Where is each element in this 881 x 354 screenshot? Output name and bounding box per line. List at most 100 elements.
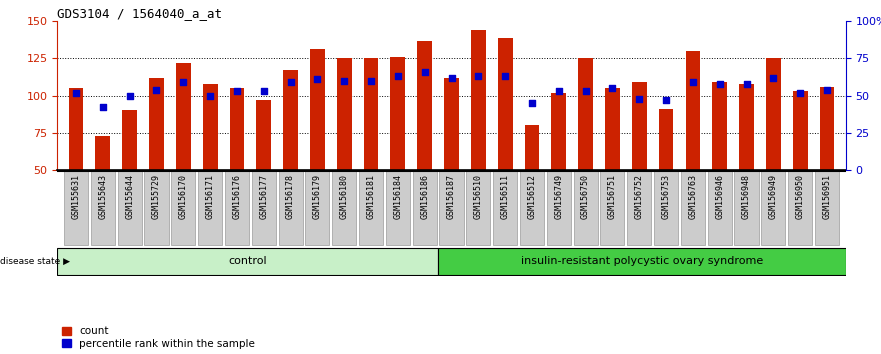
Point <box>471 73 485 79</box>
FancyBboxPatch shape <box>735 171 759 245</box>
Point <box>122 93 137 98</box>
Text: GSM156180: GSM156180 <box>340 174 349 219</box>
Point <box>659 97 673 103</box>
Bar <box>793 91 808 170</box>
Text: GSM156511: GSM156511 <box>500 174 509 219</box>
FancyBboxPatch shape <box>144 171 168 245</box>
Text: insulin-resistant polycystic ovary syndrome: insulin-resistant polycystic ovary syndr… <box>521 256 763 266</box>
Point <box>633 96 647 101</box>
Point <box>176 79 190 85</box>
Point <box>96 105 110 110</box>
Text: GSM156946: GSM156946 <box>715 174 724 219</box>
FancyBboxPatch shape <box>600 171 625 245</box>
Point <box>391 73 405 79</box>
Point <box>256 88 270 94</box>
Bar <box>819 87 834 170</box>
FancyBboxPatch shape <box>707 171 732 245</box>
Text: GSM156181: GSM156181 <box>366 174 375 219</box>
FancyBboxPatch shape <box>654 171 678 245</box>
FancyBboxPatch shape <box>64 171 88 245</box>
Bar <box>95 136 110 170</box>
Text: GSM156171: GSM156171 <box>205 174 215 219</box>
FancyBboxPatch shape <box>681 171 705 245</box>
Point <box>418 69 432 75</box>
Text: GSM156184: GSM156184 <box>394 174 403 219</box>
Point <box>579 88 593 94</box>
Bar <box>552 93 566 170</box>
Text: GSM156750: GSM156750 <box>581 174 590 219</box>
FancyBboxPatch shape <box>547 171 571 245</box>
Point <box>69 90 83 96</box>
Text: GSM156749: GSM156749 <box>554 174 563 219</box>
FancyBboxPatch shape <box>493 171 517 245</box>
Point <box>445 75 459 81</box>
Legend: count, percentile rank within the sample: count, percentile rank within the sample <box>63 326 255 349</box>
Bar <box>230 88 244 170</box>
Bar <box>766 58 781 170</box>
Bar <box>69 88 84 170</box>
Bar <box>176 63 190 170</box>
Bar <box>256 100 271 170</box>
Point <box>310 76 324 82</box>
Text: GSM156753: GSM156753 <box>662 174 670 219</box>
FancyBboxPatch shape <box>171 171 196 245</box>
FancyBboxPatch shape <box>761 171 786 245</box>
Text: GSM156170: GSM156170 <box>179 174 188 219</box>
FancyBboxPatch shape <box>788 171 812 245</box>
Bar <box>659 109 673 170</box>
Point <box>498 73 512 79</box>
Bar <box>578 58 593 170</box>
Bar <box>337 58 352 170</box>
FancyBboxPatch shape <box>815 171 839 245</box>
Text: GSM156186: GSM156186 <box>420 174 429 219</box>
Bar <box>310 50 325 170</box>
Text: GSM156179: GSM156179 <box>313 174 322 219</box>
FancyBboxPatch shape <box>574 171 597 245</box>
Bar <box>685 51 700 170</box>
FancyBboxPatch shape <box>438 247 846 275</box>
Text: GSM156949: GSM156949 <box>769 174 778 219</box>
Text: GSM155643: GSM155643 <box>99 174 107 219</box>
Bar <box>605 88 620 170</box>
Text: GSM156512: GSM156512 <box>528 174 537 219</box>
Bar <box>390 57 405 170</box>
Text: GSM156177: GSM156177 <box>259 174 269 219</box>
Point <box>739 81 753 86</box>
Text: GSM156187: GSM156187 <box>447 174 456 219</box>
Bar <box>632 82 647 170</box>
FancyBboxPatch shape <box>440 171 463 245</box>
Text: GSM155644: GSM155644 <box>125 174 134 219</box>
Text: GDS3104 / 1564040_a_at: GDS3104 / 1564040_a_at <box>57 7 222 20</box>
Bar <box>283 70 298 170</box>
Bar <box>713 82 727 170</box>
FancyBboxPatch shape <box>252 171 276 245</box>
FancyBboxPatch shape <box>359 171 383 245</box>
Bar <box>122 110 137 170</box>
Point <box>525 100 539 106</box>
FancyBboxPatch shape <box>412 171 437 245</box>
Point <box>766 75 781 81</box>
FancyBboxPatch shape <box>198 171 222 245</box>
Point <box>820 87 834 92</box>
Point <box>605 85 619 91</box>
Text: GSM156178: GSM156178 <box>286 174 295 219</box>
Text: control: control <box>228 256 267 266</box>
FancyBboxPatch shape <box>466 171 491 245</box>
Text: GSM156510: GSM156510 <box>474 174 483 219</box>
Point <box>284 79 298 85</box>
Bar <box>149 78 164 170</box>
FancyBboxPatch shape <box>332 171 356 245</box>
FancyBboxPatch shape <box>386 171 410 245</box>
FancyBboxPatch shape <box>278 171 303 245</box>
Text: GSM156763: GSM156763 <box>688 174 698 219</box>
Bar <box>203 84 218 170</box>
Bar <box>444 78 459 170</box>
Point <box>337 78 352 84</box>
Text: GSM156751: GSM156751 <box>608 174 617 219</box>
FancyBboxPatch shape <box>225 171 249 245</box>
Bar <box>471 30 485 170</box>
Point <box>713 81 727 86</box>
Text: GSM155631: GSM155631 <box>71 174 80 219</box>
FancyBboxPatch shape <box>57 247 438 275</box>
FancyBboxPatch shape <box>627 171 651 245</box>
